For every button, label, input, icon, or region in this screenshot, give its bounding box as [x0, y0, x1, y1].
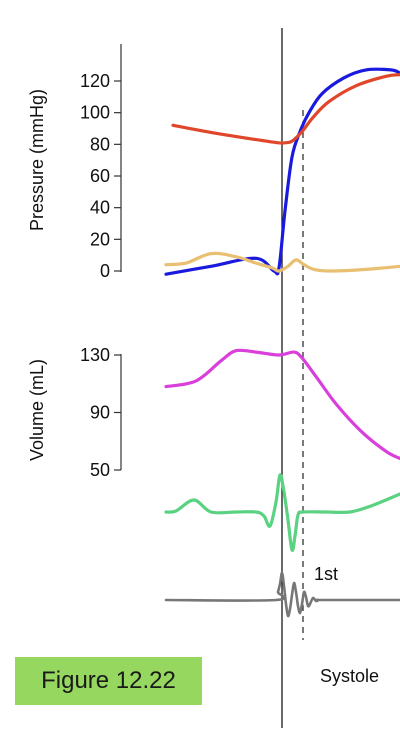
y-tick-label: 120	[80, 71, 110, 91]
atrial-pressure-line	[164, 251, 400, 273]
aortic-pressure-line	[171, 73, 400, 145]
y-tick-label: 20	[90, 229, 110, 249]
systole-label: Systole	[320, 666, 379, 686]
pressure-axis: 120 100 80 60 40 20 0	[80, 44, 122, 281]
y-tick-label: 90	[90, 403, 110, 423]
y-tick-label: 130	[80, 345, 110, 365]
volume-axis: 130 90 50	[80, 345, 122, 480]
y-tick-label: 40	[90, 198, 110, 218]
ecg-trace	[164, 473, 400, 553]
heart-sound-trace	[164, 571, 400, 618]
y-tick-label: 80	[90, 134, 110, 154]
volume-axis-title: Volume (mL)	[27, 359, 47, 461]
y-tick-label: 60	[90, 166, 110, 186]
ventricular-volume-line	[164, 348, 400, 461]
y-tick-label: 100	[80, 103, 110, 123]
ventricular-pressure-line	[164, 67, 400, 276]
figure-label: Figure 12.22	[15, 657, 202, 705]
series-layer	[164, 67, 400, 618]
y-tick-label: 0	[100, 261, 110, 281]
first-heart-sound-label: 1st	[314, 564, 338, 584]
pressure-axis-title: Pressure (mmHg)	[27, 89, 47, 231]
y-tick-label: 50	[90, 460, 110, 480]
